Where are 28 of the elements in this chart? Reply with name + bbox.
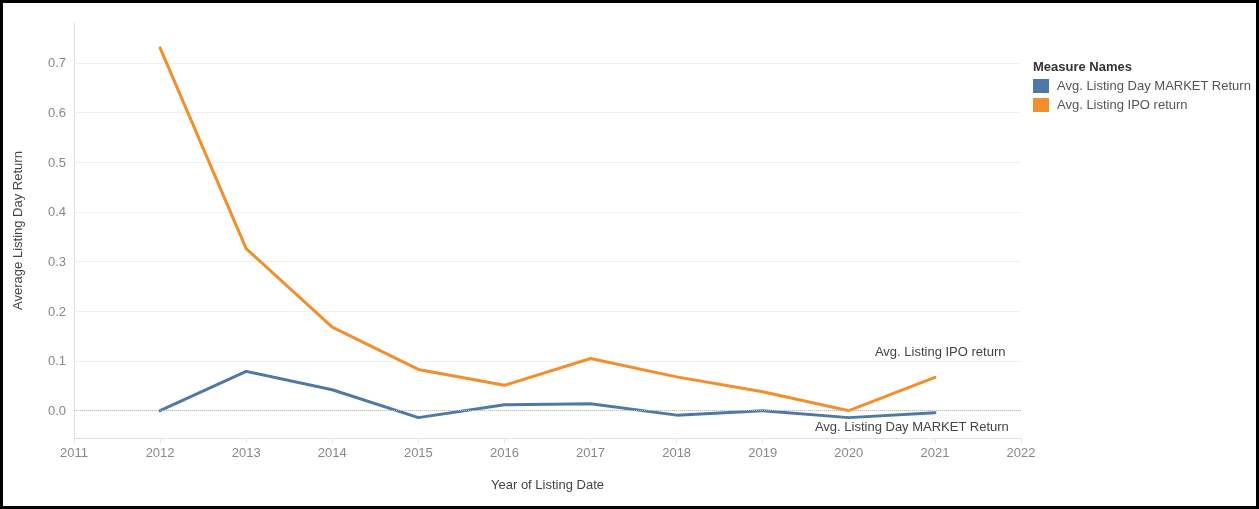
x-tick-label: 2019	[748, 445, 778, 460]
y-tick-label: 0.1	[47, 353, 66, 369]
x-tick-label: 2020	[834, 445, 864, 460]
x-tick-label: 2022	[1006, 445, 1036, 460]
x-tick-label: 2015	[403, 445, 433, 460]
legend-title: Measure Names	[1033, 59, 1133, 74]
y-axis-title: Average Listing Day Return	[10, 151, 25, 310]
y-tick-label: 0.3	[47, 254, 66, 270]
x-tick-label: 2016	[489, 445, 519, 460]
y-tick-label: 0.0	[47, 403, 66, 419]
y-tick-label: 0.4	[47, 204, 66, 220]
y-tick-label: 0.2	[47, 303, 66, 319]
text: Avg. Listing Day MARKET Return	[814, 419, 1009, 435]
x-tick-label: 2018	[662, 445, 692, 460]
x-tick-label: 2021	[920, 445, 950, 460]
x-axis-title: Year of Listing Date	[491, 477, 604, 492]
y-tick-label: 0.7	[47, 55, 66, 71]
y-tick-label: 0.6	[47, 104, 66, 120]
text: Avg. Listing IPO return	[874, 343, 1006, 359]
legend-label: Avg. Listing IPO return	[1057, 97, 1188, 112]
line-series	[158, 369, 937, 420]
x-tick-label: 2011	[60, 445, 88, 460]
x-tick-label: 2014	[317, 445, 347, 460]
x-tick-label: 2012	[145, 445, 175, 460]
y-tick-label: 0.5	[47, 154, 66, 170]
x-tick-label: 2013	[231, 445, 261, 460]
legend-label: Avg. Listing Day MARKET Return	[1057, 78, 1251, 93]
x-tick-label: 2017	[576, 445, 606, 460]
